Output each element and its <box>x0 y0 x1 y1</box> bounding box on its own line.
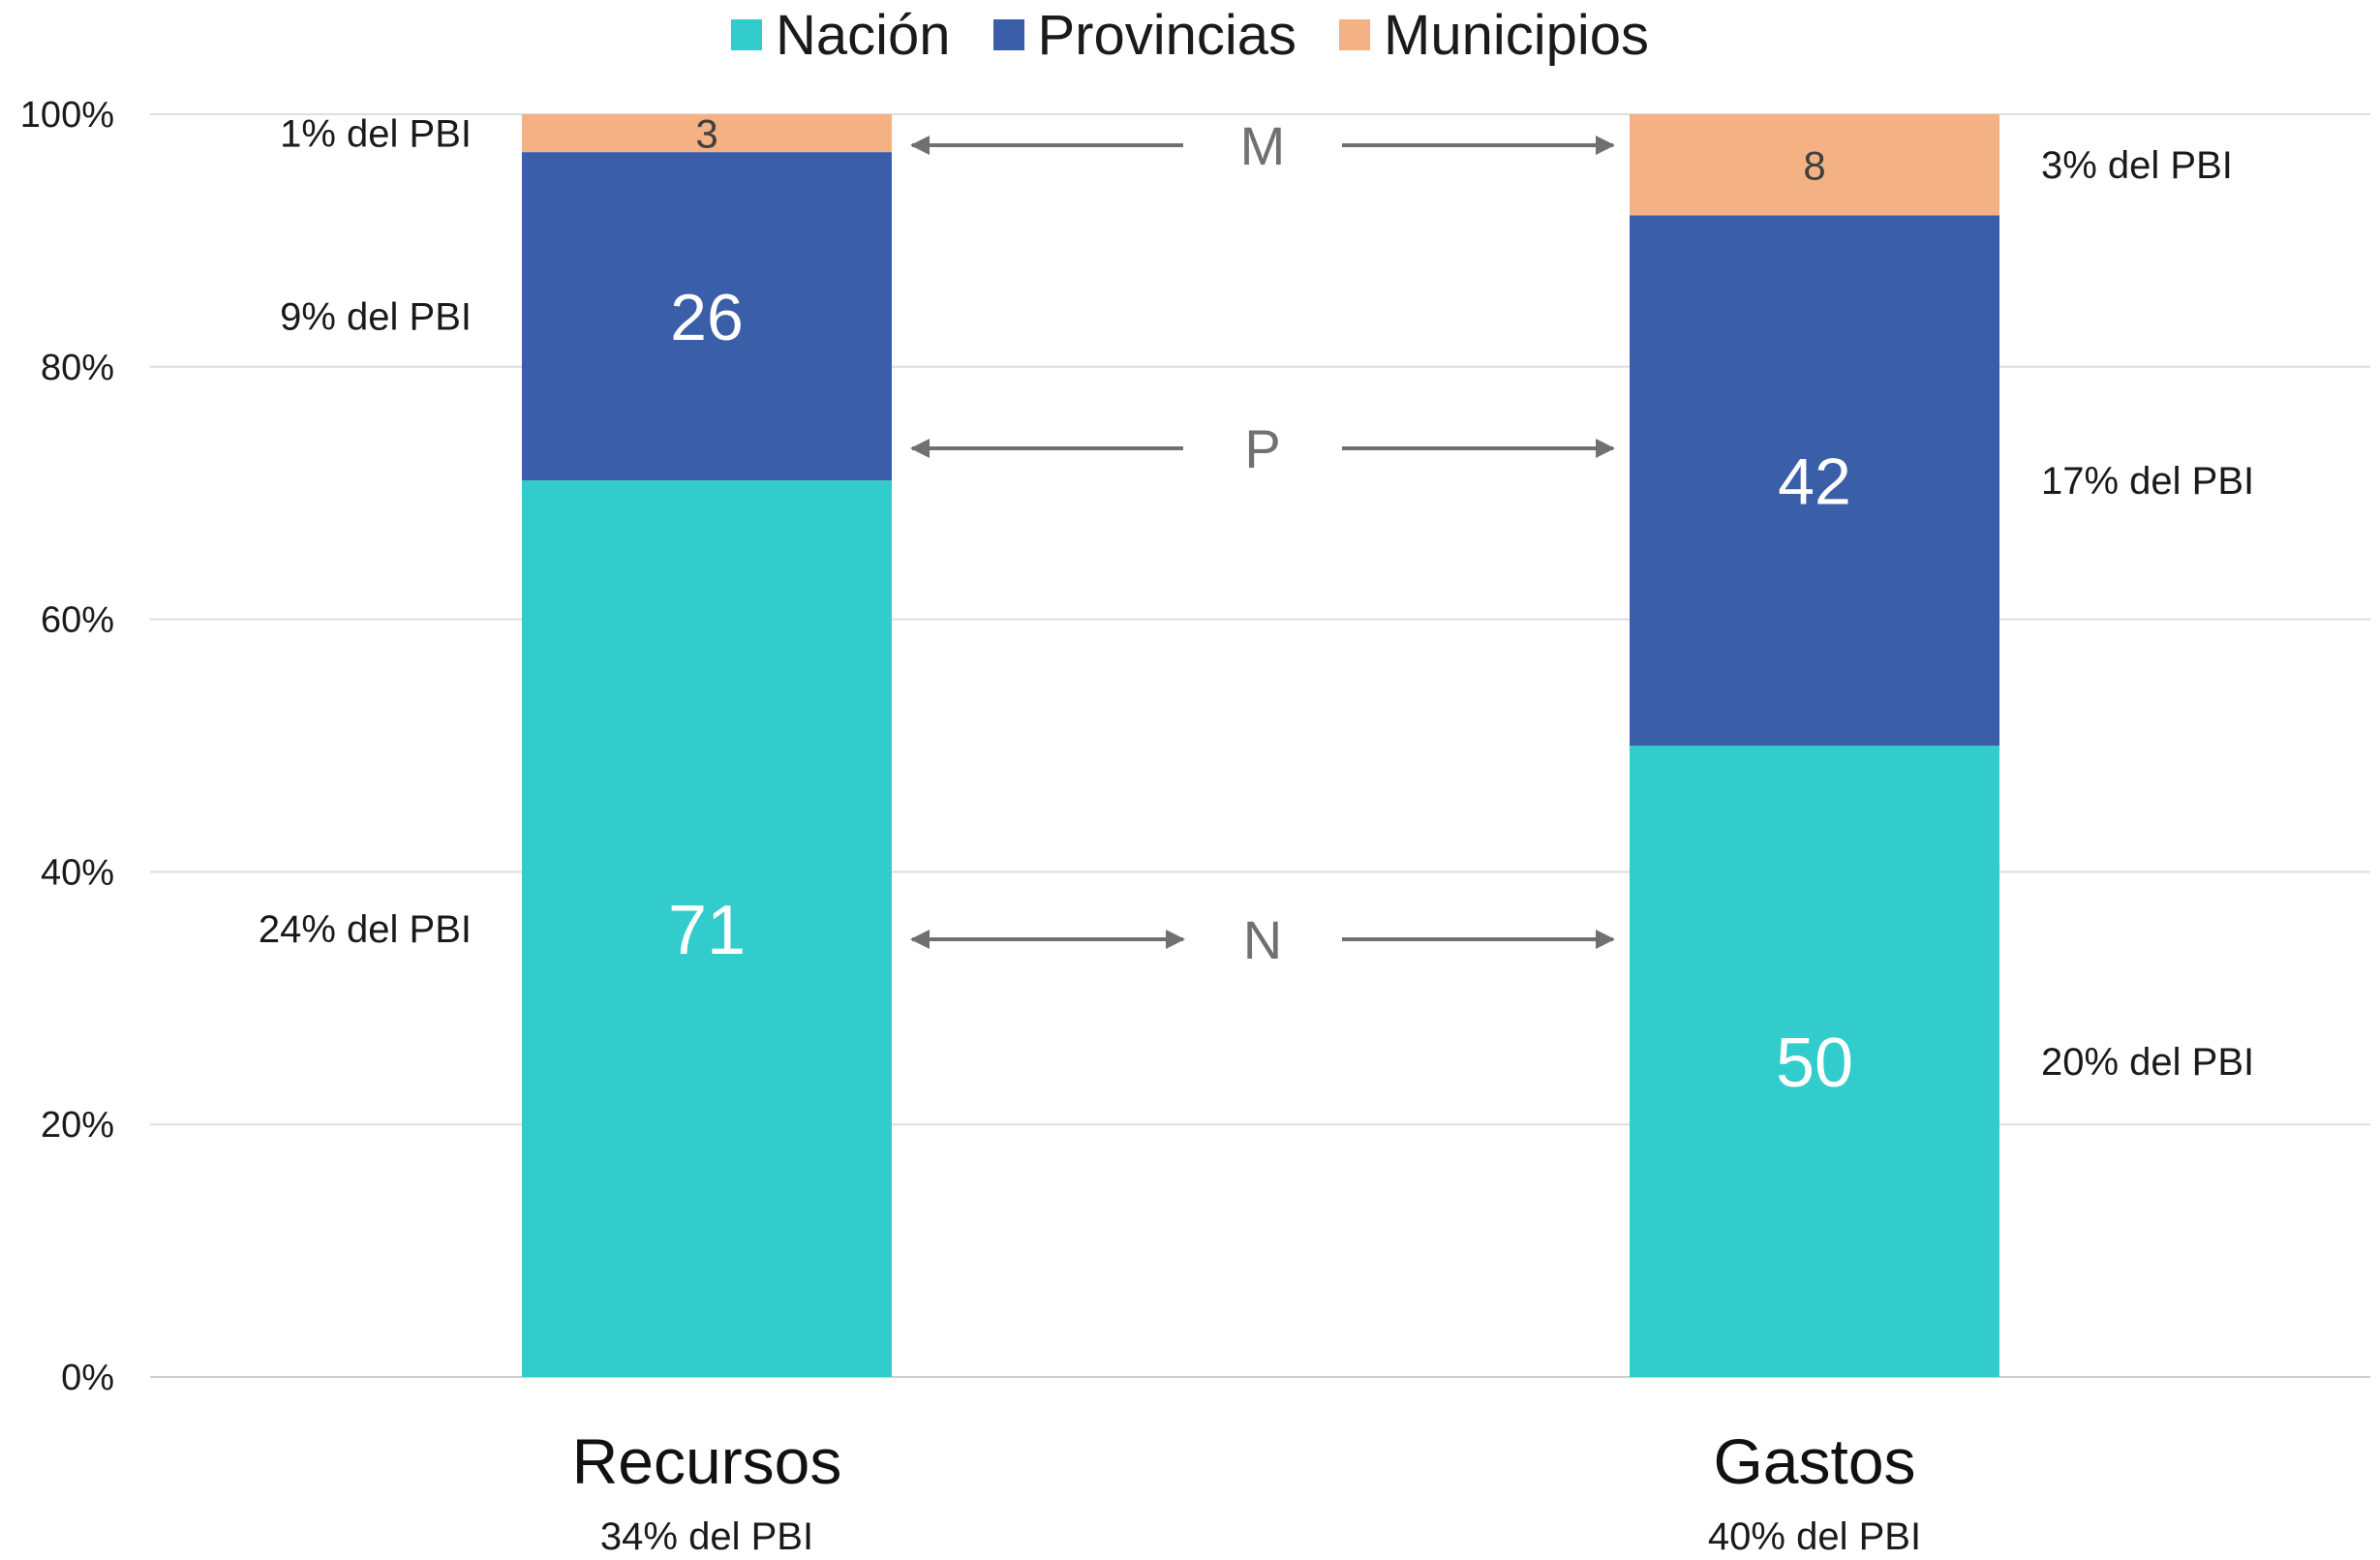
data-label: 42 <box>1778 445 1851 519</box>
legend-item-2: Provincias <box>992 3 1297 68</box>
pbi-annotation: 20% del PBI <box>2041 1041 2254 1084</box>
legend: Nación Provincias Municipios <box>0 0 2380 70</box>
y-tick-label: 60% <box>41 600 114 641</box>
x-category-sublabel: 40% del PBI <box>1708 1515 1921 1558</box>
x-category-sublabel: 34% del PBI <box>600 1515 813 1558</box>
legend-label: Provincias <box>1037 3 1297 67</box>
y-tick-label: 40% <box>41 852 114 893</box>
legend-label: Municipios <box>1384 3 1650 67</box>
arrow-label-p: P <box>1244 418 1280 479</box>
x-category-label: Recursos <box>572 1425 842 1497</box>
bar-segment-nación <box>1630 746 1999 1377</box>
legend-swatch <box>1339 19 1371 50</box>
bar-segment-municipios <box>522 114 892 153</box>
bar-segment-nación <box>522 480 892 1377</box>
x-category-label: Gastos <box>1713 1425 1915 1497</box>
bar-segment-provincias <box>522 152 892 481</box>
legend-item-3: Municipios <box>1339 3 1649 68</box>
bar-segment-municipios <box>1630 114 1999 216</box>
pbi-annotation: 1% del PBI <box>280 113 472 156</box>
data-label: 71 <box>668 892 746 969</box>
arrow-label-m: M <box>1240 115 1286 176</box>
y-tick-label: 0% <box>61 1358 114 1398</box>
pbi-annotation: 9% del PBI <box>280 296 472 339</box>
pbi-annotation: 3% del PBI <box>2041 144 2233 187</box>
data-label: 8 <box>1803 142 1825 188</box>
data-label: 50 <box>1776 1025 1853 1102</box>
arrow-label-n: N <box>1243 909 1282 970</box>
pbi-annotation: 17% del PBI <box>2041 460 2254 503</box>
data-label: 3 <box>695 111 717 157</box>
bar-segment-provincias <box>1630 215 1999 746</box>
legend-item-1: Nación <box>730 3 951 68</box>
y-tick-label: 100% <box>20 95 114 136</box>
y-tick-label: 20% <box>41 1105 114 1146</box>
data-label: 26 <box>670 281 744 354</box>
legend-swatch <box>992 19 1024 50</box>
pbi-annotation: 24% del PBI <box>259 908 472 951</box>
legend-swatch <box>730 19 762 50</box>
legend-label: Nación <box>775 3 951 67</box>
y-tick-label: 80% <box>41 348 114 388</box>
